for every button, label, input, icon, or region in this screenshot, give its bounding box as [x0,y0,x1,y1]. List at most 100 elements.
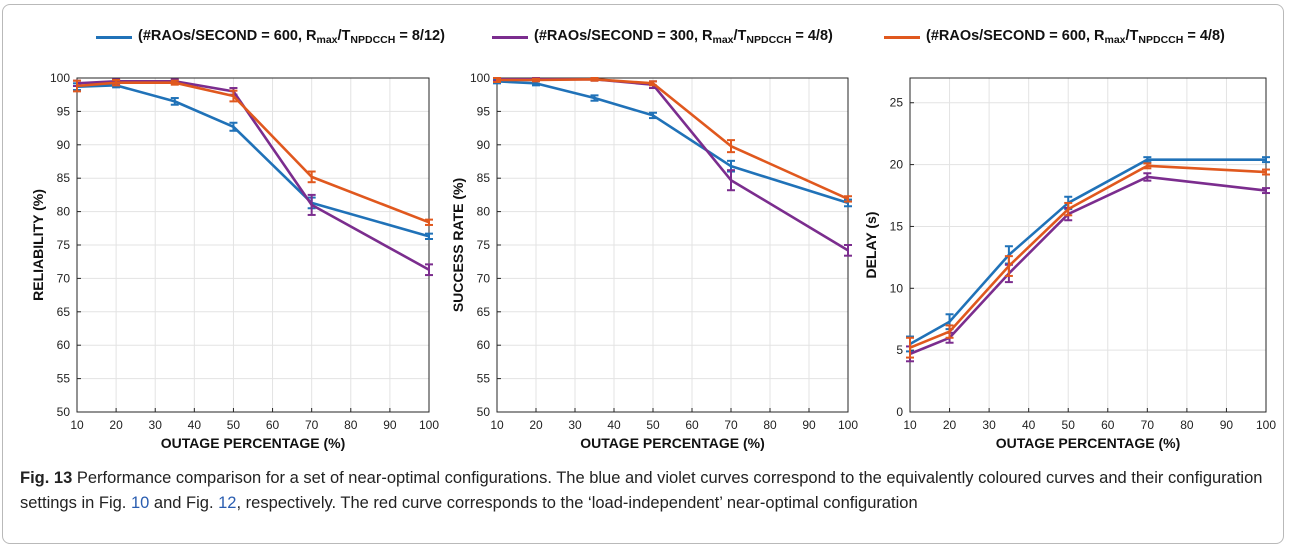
error-bar [1143,172,1152,182]
figure-link[interactable]: 12 [218,494,237,512]
series-line [496,80,849,205]
x-tick-label: 70 [305,418,319,432]
legend-label: (#RAOs/SECOND = 600, Rmax/TNPDCCH = 4/8) [926,28,1225,46]
x-tick-label: 100 [838,418,858,432]
x-tick-label: 40 [1022,418,1036,432]
legend-swatch [492,35,528,39]
y-tick-label: 70 [57,271,71,285]
legend-label: (#RAOs/SECOND = 600, Rmax/TNPDCCH = 8/12… [138,28,445,46]
error-bar [1143,162,1152,170]
caption-text: Performance comparison for a set of near… [20,469,1263,512]
y-tick-label: 50 [57,405,71,419]
x-tick-label: 10 [490,418,504,432]
y-tick-label: 50 [477,405,491,419]
x-tick-label: 10 [903,418,917,432]
error-bar [229,121,238,132]
y-tick-label: 20 [890,158,904,172]
series-line [497,78,849,201]
chart-panel: 10 20 30 40 50 60 70 80 90 100 50 55 60 65 70 75 80 85 90 9… [450,71,858,451]
legend-label: (#RAOs/SECOND = 300, Rmax/TNPDCCH = 4/8) [534,28,833,46]
error-bar [1262,168,1270,176]
x-tick-label: 40 [188,418,202,432]
error-bar [590,94,599,102]
x-tick-label: 40 [607,418,621,432]
legend-swatch [96,35,132,39]
y-tick-label: 55 [57,372,71,386]
error-bar [1143,156,1152,164]
y-axis-label: RELIABILITY (%) [30,189,46,301]
y-tick-label: 80 [477,205,491,219]
y-tick-label: 100 [470,71,490,85]
error-bar [590,77,599,82]
error-bar [425,263,433,277]
x-tick-label: 20 [943,418,957,432]
y-axis-label: SUCCESS RATE (%) [450,178,466,312]
error-bar [170,97,179,106]
x-axis-label: OUTAGE PERCENTAGE (%) [161,435,346,451]
y-tick-label: 15 [890,219,904,233]
y-tick-label: 95 [57,104,71,118]
error-bar [73,79,81,93]
error-bar [1004,255,1013,277]
legend-swatch [884,35,920,39]
x-tick-label: 100 [419,418,439,432]
y-tick-label: 85 [477,171,491,185]
figure-link[interactable]: 10 [130,494,150,512]
error-bar [307,170,316,184]
x-axis-label: OUTAGE PERCENTAGE (%) [996,435,1181,451]
x-tick-label: 20 [109,418,123,432]
error-bar [425,218,433,226]
x-tick-label: 100 [1256,418,1276,432]
x-tick-label: 90 [1220,418,1234,432]
y-tick-label: 95 [477,104,491,118]
figure-caption: Fig. 13 Performance comparison for a set… [20,466,1270,516]
legend: (#RAOs/SECOND = 600, Rmax/TNPDCCH = 8/12… [0,22,1290,52]
y-tick-label: 5 [896,343,903,357]
error-bar [229,89,238,103]
error-bar [727,169,735,192]
legend-item: (#RAOs/SECOND = 600, Rmax/TNPDCCH = 8/12… [96,22,445,52]
x-tick-label: 60 [685,418,699,432]
x-tick-label: 30 [568,418,582,432]
caption-label: Fig. 13 [20,469,73,487]
error-bar [307,193,316,216]
x-tick-label: 60 [266,418,280,432]
error-bar [649,80,657,87]
y-tick-label: 0 [896,405,903,419]
y-axis-label: DELAY (s) [863,212,879,279]
x-tick-label: 30 [982,418,996,432]
caption-text: , respectively. The red curve correspond… [236,494,918,512]
caption-text: and Fig. [149,494,219,512]
series-line [76,80,430,271]
x-tick-label: 90 [383,418,397,432]
x-tick-label: 80 [1180,418,1194,432]
legend-item: (#RAOs/SECOND = 300, Rmax/TNPDCCH = 4/8) [492,22,833,52]
y-tick-label: 10 [890,281,904,295]
y-tick-label: 55 [477,372,491,386]
y-tick-label: 60 [477,338,491,352]
plot-area [909,77,1267,413]
series-line [909,158,1266,346]
y-tick-label: 60 [57,338,71,352]
chart-panel: 10 20 30 40 50 60 70 80 90 100 0 5 10 15 20 25 OUTAGE PE… [863,77,1276,451]
y-tick-label: 80 [57,205,71,219]
y-tick-label: 65 [57,305,71,319]
y-tick-label: 75 [477,238,491,252]
chart-panel: 10 20 30 40 50 60 70 80 90 100 50 55 60 65 70 75 80 85 90 9… [30,71,439,451]
x-tick-label: 50 [227,418,241,432]
error-bar [1064,201,1073,217]
series-line [76,81,430,224]
error-bar [170,79,179,86]
x-tick-label: 50 [1062,418,1076,432]
x-tick-label: 20 [529,418,543,432]
error-bar [844,244,852,257]
y-tick-label: 65 [477,305,491,319]
x-tick-label: 30 [149,418,163,432]
x-tick-label: 60 [1101,418,1115,432]
x-tick-label: 80 [344,418,358,432]
y-tick-label: 75 [57,238,71,252]
error-bar [945,324,954,339]
series-line [909,175,1267,356]
error-bar [112,79,121,87]
